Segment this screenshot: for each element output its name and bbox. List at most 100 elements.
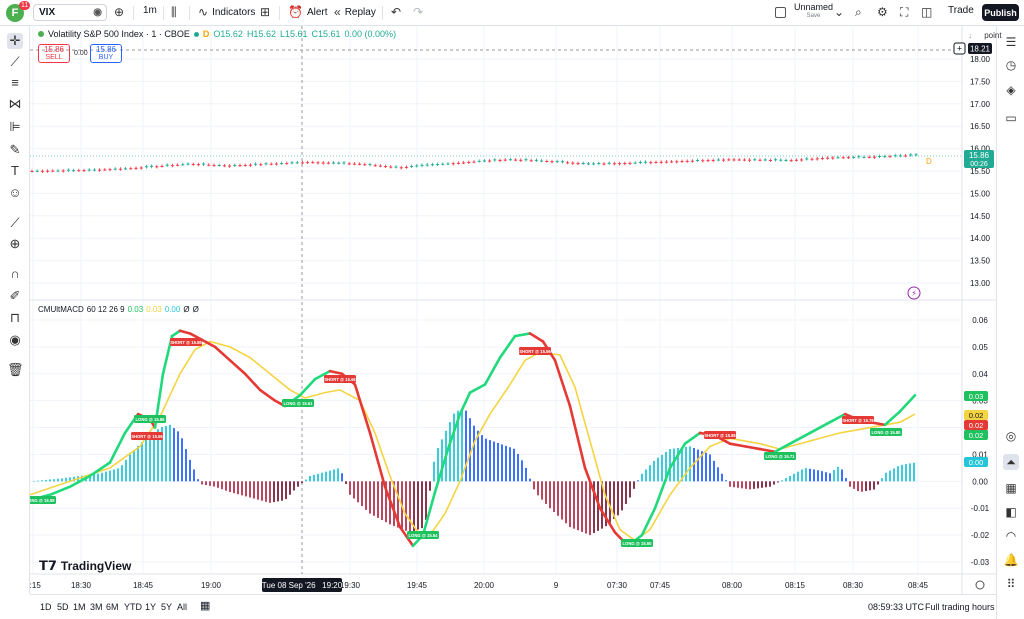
layout-dropdown[interactable]: ⌄	[834, 5, 844, 19]
zoom-in-icon[interactable]: ⊕	[9, 236, 21, 251]
trade-button[interactable]: Trade	[948, 5, 974, 16]
range-1m[interactable]: 1M	[73, 602, 86, 612]
bell-icon[interactable]: 🔔	[1003, 553, 1019, 567]
candle-body	[155, 166, 159, 168]
signal-tag	[170, 338, 202, 346]
sell-button[interactable]: 15.86 SELL	[38, 44, 70, 63]
trash-icon[interactable]: 🗑	[7, 362, 24, 377]
buy-button[interactable]: 15.86 BUY	[90, 44, 122, 63]
eye-icon[interactable]: ◉	[93, 7, 102, 18]
range-1d[interactable]: 1D	[40, 602, 52, 612]
time-axis[interactable]: 8:15 18:30 18:45 19:00 19:30 19:45 20:00 9 07:30…	[30, 581, 929, 590]
clock-utc[interactable]: 08:59:33 UTC	[868, 602, 925, 612]
visibility-icon[interactable]: ◉	[9, 332, 21, 347]
histogram-bar	[557, 481, 559, 516]
range-1y[interactable]: 1Y	[145, 602, 157, 612]
range-6m[interactable]: 6M	[106, 602, 119, 612]
candle-body	[238, 165, 242, 167]
histogram-bar	[273, 481, 275, 503]
pine-icon[interactable]: ⏶	[1003, 454, 1019, 470]
symbol-search[interactable]: VIX ◉	[33, 4, 107, 21]
add-alert-plus[interactable]: +	[953, 42, 966, 55]
lock-drawing-icon[interactable]: ✐	[9, 288, 21, 303]
candle-body	[441, 163, 445, 165]
histogram-bar	[497, 442, 499, 482]
time-settings-icon[interactable]	[975, 580, 985, 590]
histogram-bar	[417, 481, 419, 530]
signal-tag-text: LONG @ 15.59	[30, 498, 55, 503]
lightning-icon[interactable]: ⚡	[907, 286, 921, 300]
magnet-icon[interactable]: ∩	[10, 266, 20, 281]
snapshot-button[interactable]: ◫	[921, 5, 932, 19]
range-all[interactable]: All	[177, 602, 188, 612]
histogram-bar	[613, 481, 615, 519]
trend-line-icon[interactable]: ⟋	[10, 54, 20, 69]
alert-button[interactable]: ⏰ Alert	[288, 5, 328, 19]
watchlist-icon[interactable]: ☰	[1005, 35, 1017, 49]
histogram-bar	[277, 481, 279, 502]
compare-button[interactable]: ⊕	[114, 5, 124, 19]
macd-line-segment	[788, 431, 812, 445]
price-axis[interactable]: 18.00 17.50 17.00 16.50 16.00 15.50 15.00 14.50…	[970, 55, 991, 288]
candle-body	[326, 162, 330, 164]
histogram-bar	[309, 475, 311, 482]
text-icon[interactable]: T	[11, 163, 19, 178]
layout-checkbox[interactable]	[775, 7, 786, 18]
templates-button[interactable]: ⊞	[260, 5, 270, 19]
crosshair-icon[interactable]: ✛	[7, 33, 23, 49]
layout-menu[interactable]: Unnamed Save	[794, 3, 833, 21]
histogram-bar	[397, 481, 399, 528]
redo-button[interactable]: ↷	[413, 5, 423, 19]
chat-icon[interactable]: ▭	[1005, 111, 1017, 125]
indicators-button[interactable]: ∿ Indicators	[198, 5, 255, 19]
histogram-bar	[889, 470, 891, 482]
undo-button[interactable]: ↶	[391, 5, 401, 19]
macd-badge-text: 0.03	[969, 392, 984, 401]
session-selector[interactable]: Full trading hours	[925, 602, 995, 612]
lock-icon[interactable]: ⊓	[9, 310, 21, 325]
signal-tag-text: SHORT @ 15.86	[704, 433, 736, 438]
candle-body	[295, 162, 299, 164]
macd-line-segment	[213, 345, 232, 362]
range-5d[interactable]: 5D	[57, 602, 69, 612]
ideas-icon[interactable]: ◧	[1005, 505, 1017, 519]
emoji-icon[interactable]: ☺	[8, 185, 22, 200]
publish-button[interactable]: Publish	[982, 4, 1019, 21]
histogram-bar	[305, 479, 307, 482]
range-5y[interactable]: 5Y	[161, 602, 173, 612]
quick-search-button[interactable]: ⌕	[855, 5, 862, 19]
ruler-icon[interactable]: ⟋	[10, 215, 20, 230]
histogram-bar	[585, 481, 587, 534]
settings-button[interactable]: ⚙	[877, 5, 888, 19]
apps-icon[interactable]: ⠿	[1006, 577, 1016, 591]
candle-body	[618, 163, 622, 165]
clock-icon[interactable]: ◷	[1005, 58, 1017, 72]
fullscreen-button[interactable]: ⛶	[900, 5, 908, 19]
layers-icon[interactable]: ◈	[1006, 83, 1016, 97]
candle-body	[108, 169, 112, 171]
interval-button[interactable]: 1m	[143, 5, 157, 16]
target-icon[interactable]: ◎	[1005, 429, 1017, 443]
scale-mode[interactable]: ↓ point	[968, 31, 1002, 40]
symbol-legend[interactable]: Volatility S&P 500 Index · 1 · CBOE D O1…	[38, 29, 396, 39]
tradingview-logo[interactable]: 𝗧𝟳 TradingView	[39, 558, 131, 574]
calendar-range-icon[interactable]: ▦	[200, 600, 211, 612]
macd-axis[interactable]: 0.060.050.040.030.020.010.00-0.01-0.02-0…	[971, 316, 990, 567]
range-ytd[interactable]: YTD	[124, 602, 142, 612]
histogram-bar	[533, 481, 535, 490]
stream-icon[interactable]: ◠	[1005, 529, 1017, 543]
candle-body	[129, 168, 133, 170]
fib-icon[interactable]: ≡	[11, 75, 19, 90]
forecast-icon[interactable]: ⊫	[9, 119, 21, 134]
candle-body	[846, 157, 850, 159]
range-3m[interactable]: 3M	[90, 602, 103, 612]
chart-type-button[interactable]: ⫼	[171, 5, 177, 19]
candle-body	[852, 157, 856, 159]
calendar-icon[interactable]: ▦	[1005, 481, 1017, 495]
replay-button[interactable]: « Replay	[334, 5, 376, 19]
chart-canvas[interactable]: LONG @ 15.59 SHORT @ 15.86 LONG @ 15.86 SHO…	[30, 26, 996, 594]
pattern-icon[interactable]: ⋈	[8, 96, 22, 111]
indicator-legend[interactable]: CMUltMACD 60 12 26 9 0.03 0.03 0.00 Ø Ø	[38, 305, 199, 314]
candle-body	[248, 164, 252, 166]
brush-icon[interactable]: ✎	[9, 142, 21, 157]
